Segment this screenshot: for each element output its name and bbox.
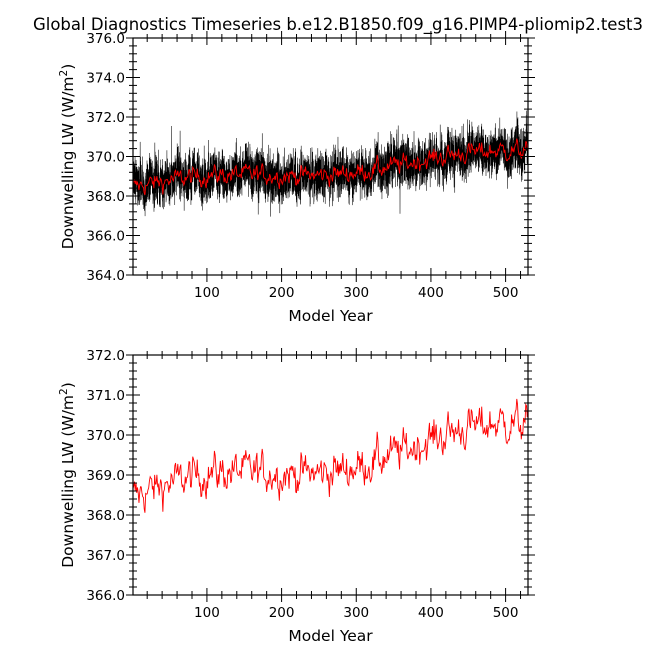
y-tick-label: 374.0 bbox=[86, 71, 125, 87]
y-tick-label: 368.0 bbox=[86, 189, 125, 205]
x-tick-label: 200 bbox=[269, 285, 295, 301]
y-tick-label: 369.0 bbox=[86, 468, 125, 484]
black-monthly-series-line bbox=[133, 110, 528, 217]
top-panel: 100 200 300 400 500 364.0 366.0 368.0 370.0 372.0… bbox=[58, 31, 535, 325]
x-axis-label: Model Year bbox=[288, 307, 373, 325]
y-tick-label: 366.0 bbox=[86, 229, 125, 245]
y-tick-label: 376.0 bbox=[86, 31, 125, 47]
x-tick-label: 400 bbox=[418, 605, 444, 621]
x-tick-label: 100 bbox=[194, 605, 220, 621]
x-axis-label: Model Year bbox=[288, 627, 373, 645]
y-tick-label: 367.0 bbox=[86, 548, 125, 564]
x-tick-label: 200 bbox=[269, 605, 295, 621]
bottom-panel: 100 200 300 400 500 366.0 367.0 368.0 369.0 370.0… bbox=[58, 348, 535, 645]
y-tick-label: 368.0 bbox=[86, 508, 125, 524]
x-tick-label: 300 bbox=[343, 285, 369, 301]
x-tick-label: 500 bbox=[493, 285, 519, 301]
y-axis-label: Downwelling LW (W/m2) bbox=[58, 64, 77, 250]
y-tick-label: 370.0 bbox=[86, 428, 125, 444]
x-tick-label: 100 bbox=[194, 285, 220, 301]
y-tick-label: 372.0 bbox=[86, 348, 125, 364]
x-tick-label: 400 bbox=[418, 285, 444, 301]
x-tick-label: 300 bbox=[343, 605, 369, 621]
y-tick-label: 372.0 bbox=[86, 110, 125, 126]
y-axis-label: Downwelling LW (W/m2) bbox=[58, 382, 77, 568]
red-annual-series-line bbox=[133, 398, 528, 513]
y-tick-label: 371.0 bbox=[86, 388, 125, 404]
figure-title: Global Diagnostics Timeseries b.e12.B185… bbox=[33, 15, 643, 35]
y-tick-label: 366.0 bbox=[86, 588, 125, 604]
x-tick-label: 500 bbox=[493, 605, 519, 621]
y-tick-label: 370.0 bbox=[86, 150, 125, 166]
red-annual-series-line bbox=[133, 138, 528, 196]
y-tick-label: 364.0 bbox=[86, 268, 125, 284]
